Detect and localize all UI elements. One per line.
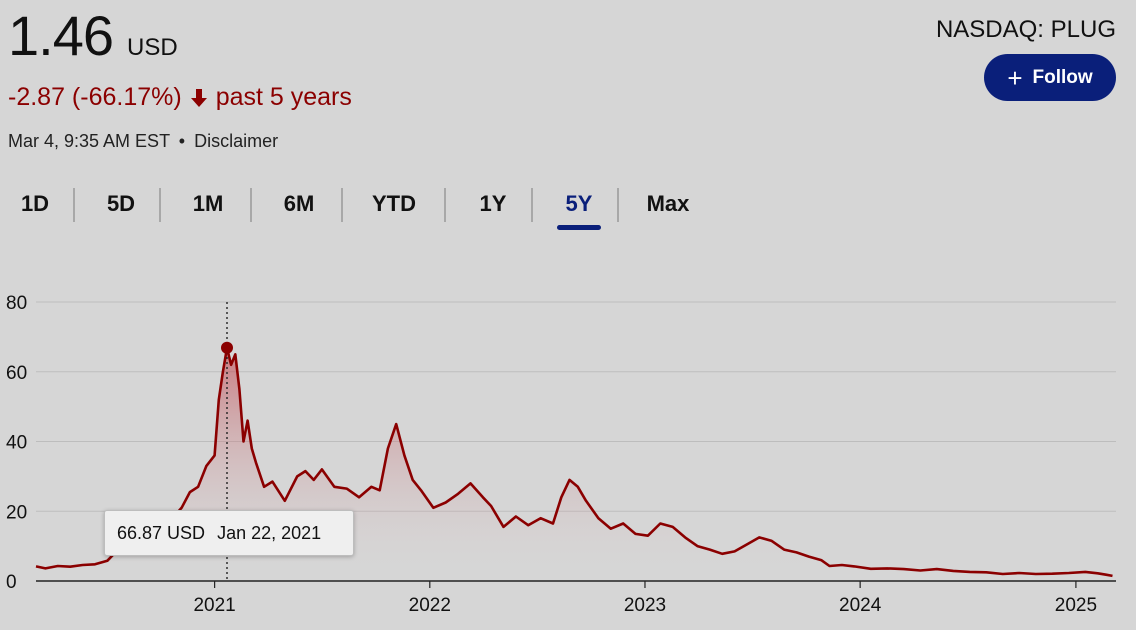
tab-6m-label: 6M xyxy=(283,191,315,216)
disclaimer-link[interactable]: Disclaimer xyxy=(194,131,279,151)
timestamp-row: Mar 4, 9:35 AM EST • Disclaimer xyxy=(8,131,278,152)
x-tick-label: 2023 xyxy=(624,595,666,616)
y-tick-label: 0 xyxy=(6,572,17,593)
tab-max-label: Max xyxy=(646,191,690,216)
chart-tooltip: 66.87 USD Jan 22, 2021 xyxy=(104,510,354,556)
follow-label: Follow xyxy=(1032,66,1093,88)
tab-divider xyxy=(444,188,446,222)
current-price: 1.46 xyxy=(8,4,114,67)
tab-5y[interactable]: 5Y xyxy=(552,182,606,230)
tab-1d[interactable]: 1D xyxy=(8,182,62,226)
tab-divider xyxy=(250,188,252,222)
y-tick-label: 80 xyxy=(6,293,27,314)
tab-divider xyxy=(341,188,343,222)
follow-button[interactable]: + Follow xyxy=(984,54,1116,101)
plus-icon: + xyxy=(1007,62,1023,93)
tab-ytd[interactable]: YTD xyxy=(362,182,426,226)
tab-1y[interactable]: 1Y xyxy=(466,182,520,226)
tab-divider xyxy=(617,188,619,222)
quote-timestamp: Mar 4, 9:35 AM EST xyxy=(8,131,170,151)
tab-ytd-label: YTD xyxy=(372,191,416,216)
price-line xyxy=(35,346,1113,578)
change-value: -2.87 (-66.17%) xyxy=(8,83,182,111)
tab-1m-label: 1M xyxy=(192,191,224,216)
tab-1d-label: 1D xyxy=(20,191,50,216)
tab-5d[interactable]: 5D xyxy=(94,182,148,226)
y-axis-ticks: 0 20 40 60 80 xyxy=(6,293,27,593)
ticker-symbol: NASDAQ: PLUG xyxy=(935,16,1116,43)
tooltip-date: Jan 22, 2021 xyxy=(217,522,322,543)
price-header: 1.46 USD xyxy=(8,8,178,64)
tab-max[interactable]: Max xyxy=(638,182,698,226)
tab-divider xyxy=(73,188,75,222)
change-period: past 5 years xyxy=(215,83,352,111)
range-tabs: 1D 5D 1M 6M YTD 1Y 5Y Max xyxy=(0,182,720,230)
tab-6m[interactable]: 6M xyxy=(272,182,326,226)
tab-5d-label: 5D xyxy=(106,191,136,216)
currency-label: USD xyxy=(127,34,178,61)
price-change: -2.87 (-66.17%) past 5 years xyxy=(8,83,352,112)
tab-5y-label: 5Y xyxy=(565,191,593,216)
y-tick-label: 20 xyxy=(6,502,27,523)
tab-divider xyxy=(159,188,161,222)
x-axis-ticks: 2021 2022 2023 2024 2025 xyxy=(193,581,1097,616)
tab-divider xyxy=(531,188,533,222)
tab-1y-label: 1Y xyxy=(479,191,507,216)
x-tick-label: 2021 xyxy=(193,595,235,616)
highlight-point xyxy=(221,341,234,354)
tooltip-price: 66.87 USD xyxy=(117,522,206,543)
price-chart[interactable]: 0 20 40 60 80 2021 2022 2023 2024 2025 xyxy=(0,280,1136,630)
y-tick-label: 60 xyxy=(6,363,27,384)
tab-1m[interactable]: 1M xyxy=(181,182,235,226)
x-tick-label: 2025 xyxy=(1055,595,1097,616)
x-tick-label: 2024 xyxy=(839,595,882,616)
arrow-down-icon xyxy=(190,88,207,107)
x-tick-label: 2022 xyxy=(409,595,451,616)
y-tick-label: 40 xyxy=(6,433,27,454)
active-tab-indicator xyxy=(557,225,601,230)
separator-dot: • xyxy=(178,131,186,151)
